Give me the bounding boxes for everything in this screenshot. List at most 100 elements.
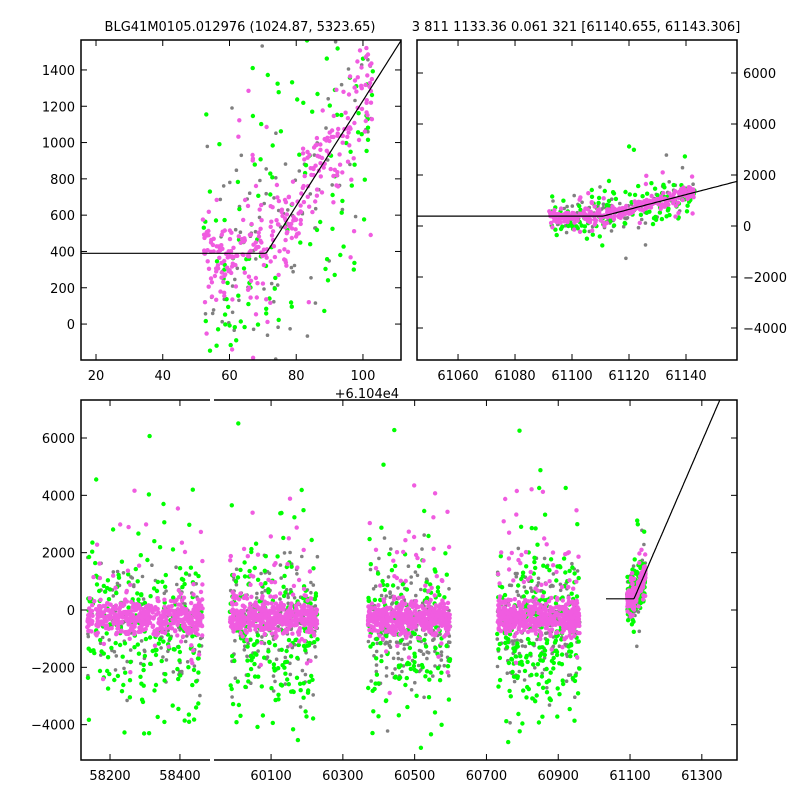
point-green (424, 580, 429, 585)
point-pink (537, 620, 543, 625)
point-pink (234, 601, 239, 607)
point-pink (320, 108, 325, 113)
point-green (276, 692, 281, 697)
point-green (537, 485, 542, 491)
point-gray (187, 573, 192, 577)
point-pink (565, 601, 571, 607)
point-pink (114, 632, 119, 637)
point-gray (288, 550, 292, 555)
point-pink (399, 621, 405, 626)
point-green (390, 583, 396, 588)
point-pink (357, 48, 363, 53)
point-pink (519, 629, 524, 635)
point-gray (514, 574, 519, 579)
point-pink (442, 634, 447, 639)
point-gray (409, 688, 414, 692)
point-green (684, 209, 690, 214)
point-pink (363, 118, 368, 124)
point-green (310, 716, 316, 721)
point-green (255, 633, 261, 638)
point-green (119, 689, 125, 694)
point-green (445, 664, 451, 669)
point-pink (313, 143, 318, 148)
point-pink (432, 593, 437, 598)
point-pink (575, 615, 580, 620)
point-gray (621, 224, 626, 229)
point-gray (373, 584, 378, 588)
point-pink (253, 312, 259, 317)
point-green (427, 677, 432, 682)
point-pink (129, 612, 134, 617)
point-pink (691, 195, 696, 200)
point-green (423, 674, 428, 679)
point-green (507, 632, 513, 637)
point-pink (556, 211, 561, 217)
point-pink (542, 536, 547, 541)
point-gray (402, 647, 407, 651)
point-gray (271, 674, 276, 678)
point-green (222, 312, 228, 317)
point-pink (266, 617, 271, 622)
point-green (335, 46, 340, 51)
point-pink (221, 279, 226, 285)
point-pink (562, 625, 567, 630)
point-green (242, 574, 248, 579)
point-green (410, 630, 415, 635)
point-pink (124, 631, 129, 637)
point-gray (233, 676, 238, 680)
point-gray (667, 180, 671, 184)
point-pink (443, 611, 448, 617)
point-pink (294, 613, 299, 618)
point-gray (286, 601, 291, 606)
point-pink (366, 604, 371, 609)
point-pink (318, 174, 323, 179)
point-green (171, 595, 176, 600)
point-pink (373, 616, 379, 622)
point-pink (436, 627, 441, 632)
point-green (538, 468, 543, 473)
point-pink (335, 131, 340, 136)
point-pink (691, 187, 696, 192)
point-green (97, 668, 103, 674)
point-pink (272, 580, 278, 585)
point-green (652, 186, 658, 191)
point-green (254, 652, 259, 657)
point-green (94, 582, 100, 587)
point-pink (345, 134, 350, 139)
point-pink (247, 606, 252, 611)
point-green (273, 275, 278, 281)
point-green (177, 566, 183, 571)
point-green (279, 510, 284, 516)
point-green (530, 641, 536, 646)
point-pink (98, 597, 103, 602)
point-pink (289, 235, 294, 241)
point-green (155, 714, 160, 720)
point-gray (326, 97, 331, 101)
point-pink (254, 295, 259, 300)
point-pink (85, 624, 90, 630)
point-green (553, 601, 559, 606)
point-pink (145, 609, 151, 615)
point-pink (543, 601, 549, 607)
point-gray (396, 651, 400, 656)
point-green (250, 113, 256, 119)
point-green (142, 653, 148, 659)
point-pink (162, 621, 167, 627)
point-pink (251, 619, 256, 624)
point-pink (158, 617, 163, 623)
point-pink (419, 603, 424, 609)
point-gray (291, 269, 295, 274)
point-gray (536, 581, 541, 585)
point-green (339, 112, 344, 118)
point-gray (421, 652, 426, 656)
point-pink (198, 529, 204, 535)
point-green (259, 684, 264, 689)
y-tick-label: 6000 (42, 432, 75, 447)
point-green (546, 678, 552, 683)
point-pink (556, 612, 561, 617)
point-pink (306, 300, 311, 305)
point-gray (433, 649, 437, 654)
point-pink (347, 74, 353, 79)
point-green (162, 719, 167, 725)
point-green (338, 252, 343, 258)
